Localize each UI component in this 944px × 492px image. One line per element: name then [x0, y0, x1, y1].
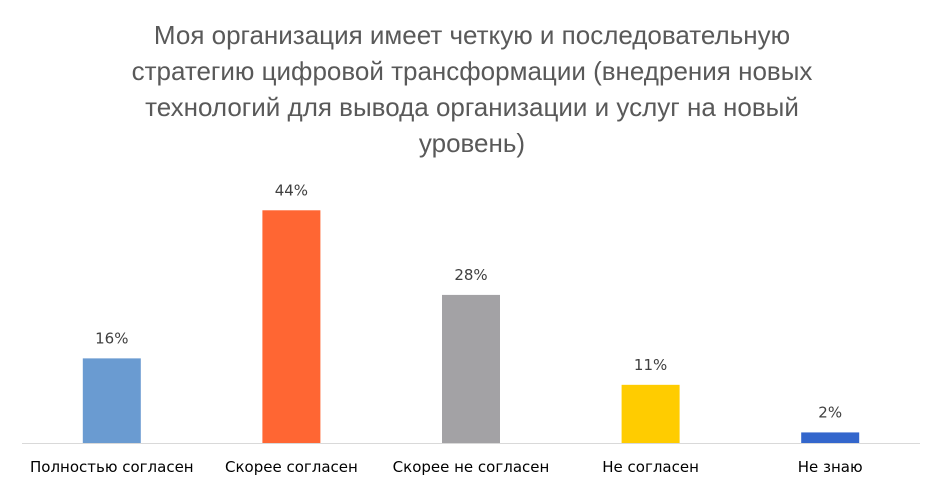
bar-5	[801, 432, 860, 443]
data-label-2: 44%	[275, 181, 308, 199]
chart-title-line-4: уровень)	[418, 128, 526, 158]
chart-title-line-3: технологий для вывода организации и услу…	[145, 92, 799, 122]
data-label-1: 16%	[95, 329, 128, 347]
bar-1	[82, 358, 141, 443]
category-label-3: Скорее не согласен	[393, 458, 550, 476]
data-label-4: 11%	[634, 356, 667, 374]
bar-3	[442, 294, 500, 443]
bar-2	[262, 210, 321, 443]
category-label-1: Полностью согласен	[30, 458, 194, 476]
category-label-5: Не знаю	[798, 458, 863, 476]
chart-title-line-2: стратегию цифровой трансформации (внедре…	[131, 56, 813, 86]
category-label-4: Не согласен	[602, 458, 699, 476]
bar-4	[621, 384, 680, 443]
category-label-2: Скорее согласен	[225, 458, 358, 476]
data-label-5: 2%	[818, 403, 842, 421]
chart-title-line-1: Моя организация имеет четкую и последова…	[153, 20, 791, 50]
data-label-3: 28%	[454, 266, 487, 284]
